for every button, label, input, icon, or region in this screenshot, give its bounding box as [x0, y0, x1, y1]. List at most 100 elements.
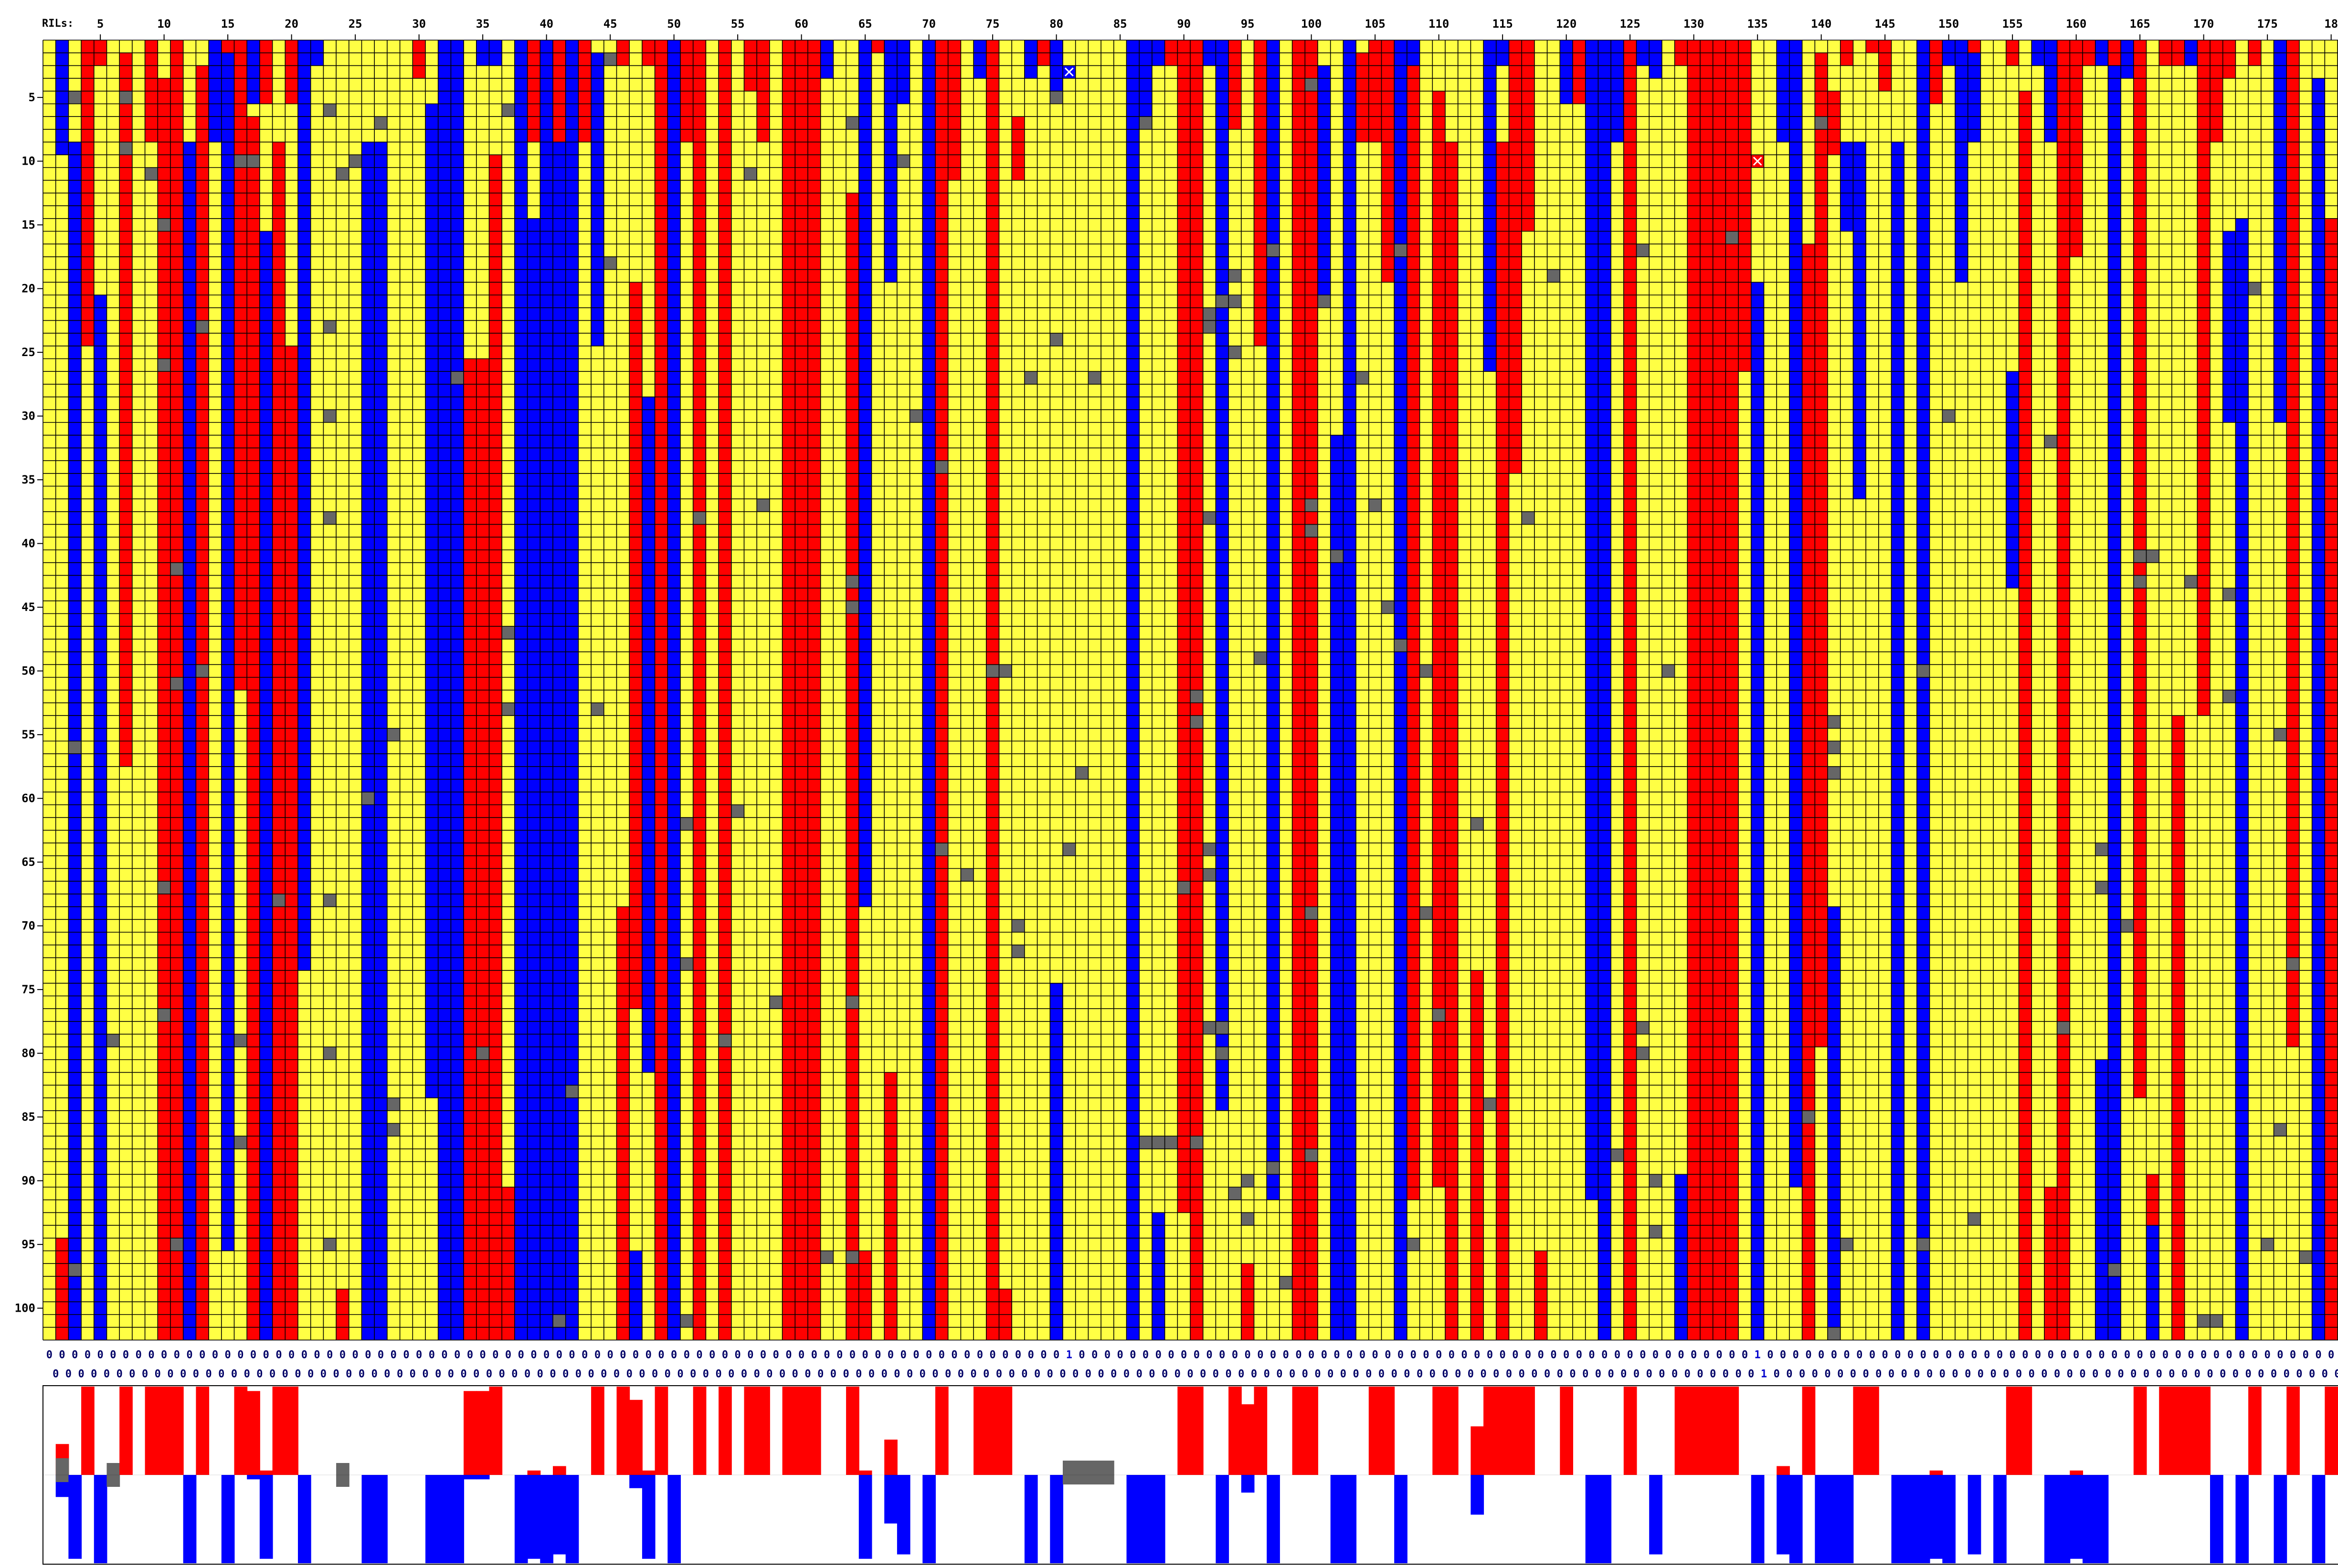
count-row-1-value: 0: [1168, 1349, 1174, 1361]
genotype-segment: [820, 40, 834, 79]
count-row-2-value: 0: [397, 1368, 403, 1380]
y-tick-label: 85: [21, 1110, 35, 1124]
summary-bar-blue: [2210, 1475, 2223, 1563]
missing-cell: [986, 664, 999, 677]
count-row-2-value: 0: [550, 1368, 556, 1380]
count-row-1-value: 0: [633, 1349, 639, 1361]
x-tick-label: 75: [986, 17, 1000, 31]
genotype-segment: [1649, 40, 1662, 79]
count-row-1-value: 0: [1270, 1349, 1276, 1361]
count-row-1-value: 0: [849, 1349, 856, 1361]
missing-cell: [1203, 320, 1216, 334]
summary-bar-red: [145, 1387, 159, 1475]
missing-cell: [1305, 524, 1318, 537]
count-row-1-value: 0: [1614, 1349, 1620, 1361]
genotype-segment: [259, 40, 273, 104]
missing-cell: [2222, 588, 2236, 601]
missing-cell: [1419, 664, 1433, 677]
missing-cell: [196, 320, 209, 334]
count-row-2-value: 0: [2041, 1368, 2047, 1380]
summary-bar-blue: [897, 1475, 910, 1555]
y-tick-label: 5: [29, 91, 35, 104]
count-row-1-value: 0: [773, 1349, 779, 1361]
count-row-1-value: 0: [1474, 1349, 1480, 1361]
missing-cell: [1968, 1212, 1981, 1226]
count-row-2-value: 0: [2003, 1368, 2009, 1380]
missing-cell: [170, 562, 183, 576]
summary-bar-red: [553, 1466, 566, 1475]
count-row-1-value: 0: [811, 1349, 817, 1361]
count-row-1-value: 0: [951, 1349, 957, 1361]
missing-cell: [349, 155, 362, 168]
summary-bar-red: [1725, 1387, 1739, 1475]
count-row-2-value: 0: [2220, 1368, 2226, 1380]
count-row-2-value: 0: [1225, 1368, 1231, 1380]
count-row-2-value: 0: [2156, 1368, 2162, 1380]
count-row-2-value: 0: [2334, 1368, 2338, 1380]
count-row-1-value: 0: [72, 1349, 78, 1361]
count-row-2-value: 0: [1276, 1368, 1282, 1380]
genotype-segment: [1407, 40, 1420, 1200]
summary-bar-red: [616, 1387, 630, 1475]
missing-cell: [1164, 1136, 1178, 1149]
x-tick-label: 150: [1938, 17, 1959, 31]
summary-bar-red: [1509, 1387, 1523, 1475]
count-row-2-value: 0: [346, 1368, 352, 1380]
missing-cell: [1203, 843, 1216, 856]
missing-cell: [1394, 639, 1407, 652]
count-row-2-value: 0: [2322, 1368, 2328, 1380]
count-row-1-value: 0: [301, 1349, 307, 1361]
count-row-2-value: 0: [218, 1368, 224, 1380]
count-row-1-value: 0: [1155, 1349, 1162, 1361]
count-row-2-value: 0: [1340, 1368, 1346, 1380]
missing-cell: [158, 1009, 170, 1021]
missing-cell: [1139, 116, 1152, 129]
count-row-1-value: 0: [1563, 1349, 1569, 1361]
missing-cell: [680, 1315, 693, 1327]
count-row-2-value: 0: [1620, 1368, 1627, 1380]
count-row-2-value: 0: [1353, 1368, 1359, 1380]
count-row-1-value: 0: [1869, 1349, 1875, 1361]
count-row-1-value: 0: [939, 1349, 945, 1361]
genotype-segment: [221, 40, 234, 53]
count-row-2-value: 0: [1812, 1368, 1818, 1380]
summary-bar-red: [1560, 1387, 1573, 1475]
count-row-1-value: 0: [225, 1349, 231, 1361]
genotype-segment: [858, 1251, 872, 1340]
count-row-1-value: 0: [186, 1349, 192, 1361]
summary-bar-red: [2248, 1387, 2262, 1475]
x-tick-label: 105: [1365, 17, 1385, 31]
count-row-2-value: 0: [1391, 1368, 1397, 1380]
count-row-1-value: 0: [2213, 1349, 2220, 1361]
summary-bar-red: [2184, 1387, 2198, 1475]
genotype-segment: [1968, 40, 1981, 53]
summary-bar-blue: [2083, 1475, 2096, 1563]
count-row-2-value: 0: [1468, 1368, 1474, 1380]
count-row-1-value: 0: [569, 1349, 575, 1361]
count-row-2-value: 0: [1162, 1368, 1168, 1380]
count-row-1-value: 0: [1793, 1349, 1799, 1361]
genotype-segment: [464, 358, 476, 1340]
summary-bar-missing: [1088, 1461, 1102, 1484]
count-row-1-value: 0: [1053, 1349, 1059, 1361]
missing-cell: [323, 320, 337, 334]
x-tick-label: 5: [97, 17, 104, 31]
x-tick-label: 85: [1113, 17, 1127, 31]
count-row-1-value: 0: [505, 1349, 511, 1361]
count-row-2-value: 0: [1990, 1368, 1996, 1380]
missing-cell: [2210, 1315, 2223, 1327]
missing-cell: [1190, 690, 1203, 703]
summary-bar-red: [1381, 1387, 1395, 1475]
missing-cell: [1815, 116, 1828, 129]
y-tick-label: 80: [21, 1047, 35, 1060]
count-row-1-value: 0: [1385, 1349, 1391, 1361]
missing-cell: [846, 1251, 859, 1264]
count-row-2-value: 0: [817, 1368, 824, 1380]
summary-bar-red: [999, 1387, 1013, 1475]
count-row-1-value: 0: [2239, 1349, 2245, 1361]
count-row-2-value: 0: [2130, 1368, 2137, 1380]
count-row-2-value: 0: [244, 1368, 250, 1380]
missing-cell: [387, 728, 400, 741]
count-row-1-value: 0: [275, 1349, 282, 1361]
summary-bar-red: [1432, 1387, 1446, 1475]
